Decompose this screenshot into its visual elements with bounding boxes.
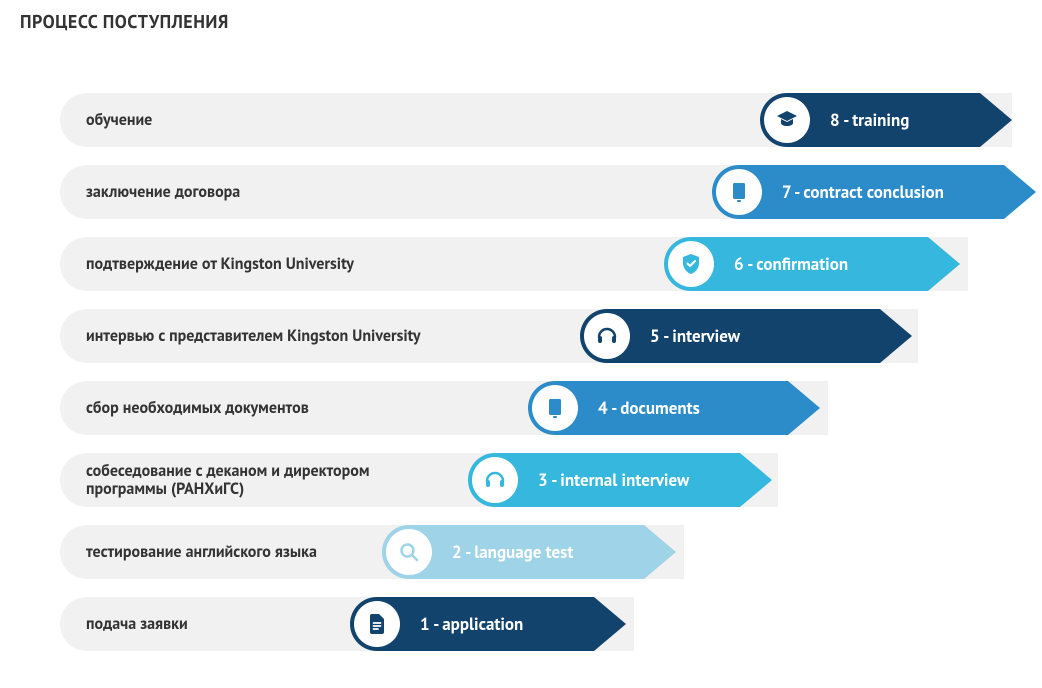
step-arrow-text: 1 - application	[420, 613, 523, 635]
arrow-tip	[644, 525, 676, 579]
step-row: собеседование с деканом и директором про…	[60, 453, 778, 507]
step-arrow: 8 - training	[760, 93, 1012, 147]
step-row: подтверждение от Kingston University 6 - …	[60, 237, 968, 291]
step-label-ru: тестирование английского языка	[86, 525, 317, 579]
step-label-ru: подтверждение от Kingston University	[86, 237, 354, 291]
step-arrow: 4 - documents	[528, 381, 820, 435]
step-label-ru: заключение договора	[86, 165, 240, 219]
arrow-tip	[594, 597, 626, 651]
arrow-tip	[880, 309, 912, 363]
magnifier-icon	[386, 529, 432, 575]
step-arrow-text: 5 - interview	[650, 325, 740, 347]
step-label-ru: собеседование с деканом и директором про…	[86, 453, 426, 507]
step-arrow: 3 - internal interview	[468, 453, 772, 507]
step-row: заключение договора 7 - contract conclusi…	[60, 165, 1004, 219]
doc-icon	[532, 385, 578, 431]
arrow-tip	[788, 381, 820, 435]
headset-icon	[584, 313, 630, 359]
step-label-ru: обучение	[86, 93, 152, 147]
grad-cap-icon	[764, 97, 810, 143]
arrow-tip	[740, 453, 772, 507]
step-arrow-text: 2 - language test	[452, 541, 573, 563]
step-label-ru: интервью с представителем Kingston Unive…	[86, 309, 421, 363]
step-row: сбор необходимых документов 4 - documents	[60, 381, 828, 435]
arrow-tip	[1004, 165, 1036, 219]
step-row: тестирование английского языка 2 - langua…	[60, 525, 684, 579]
step-arrow-text: 8 - training	[830, 109, 909, 131]
step-row: обучение 8 - training	[60, 93, 1012, 147]
step-arrow: 5 - interview	[580, 309, 912, 363]
step-arrow: 1 - application	[350, 597, 626, 651]
step-arrow-text: 4 - documents	[598, 397, 700, 419]
page-title: ПРОЦЕСС ПОСТУПЛЕНИЯ	[20, 10, 1022, 33]
step-arrow: 2 - language test	[382, 525, 676, 579]
step-row: интервью с представителем Kingston Unive…	[60, 309, 918, 363]
step-arrow-text: 6 - confirmation	[734, 253, 848, 275]
arrow-tip	[980, 93, 1012, 147]
arrow-tip	[928, 237, 960, 291]
step-arrow-text: 3 - internal interview	[538, 469, 689, 491]
step-arrow: 7 - contract conclusion	[712, 165, 1036, 219]
step-label-ru: сбор необходимых документов	[86, 381, 309, 435]
steps-container: обучение 8 - training заключение договора 7…	[20, 93, 1022, 651]
file-text-icon	[354, 601, 400, 647]
shield-check-icon	[668, 241, 714, 287]
step-arrow: 6 - confirmation	[664, 237, 960, 291]
step-row: подача заявки 1 - application	[60, 597, 634, 651]
step-label-ru: подача заявки	[86, 597, 188, 651]
headset-icon	[472, 457, 518, 503]
step-arrow-text: 7 - contract conclusion	[782, 181, 944, 203]
doc-icon	[716, 169, 762, 215]
